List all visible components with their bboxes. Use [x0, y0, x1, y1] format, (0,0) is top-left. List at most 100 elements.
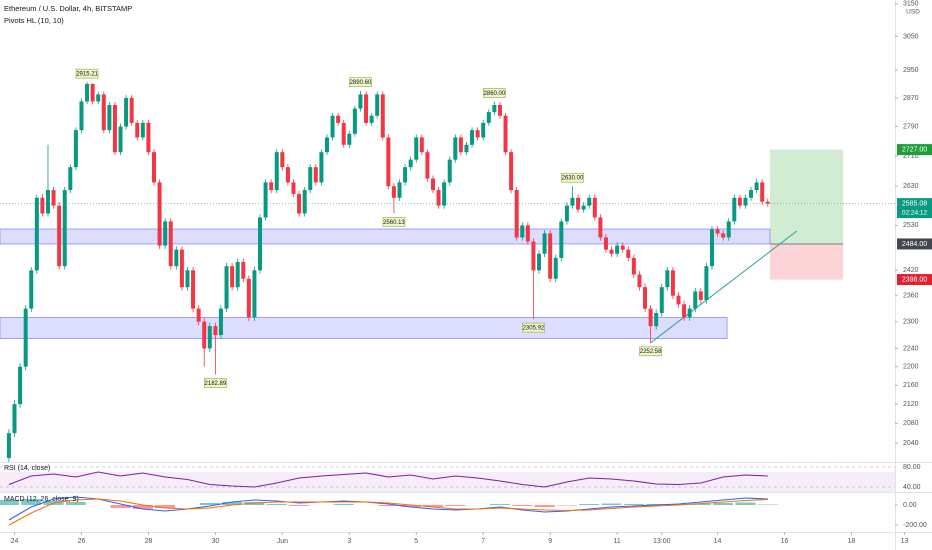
last-price-tag [897, 198, 932, 219]
candle-body [352, 108, 357, 134]
macd-hist-bar [222, 502, 243, 505]
rsi-band [0, 472, 895, 492]
candle-body [687, 308, 692, 318]
candle-body [537, 253, 542, 271]
candle-body [531, 241, 536, 271]
macd-hist-bar [735, 502, 756, 505]
candle-body [386, 137, 391, 187]
candle-body [18, 366, 23, 405]
y-tick-label: 2710 [903, 153, 919, 160]
candle-body [726, 221, 731, 238]
candle-body [241, 262, 246, 279]
macd-hist-bar [556, 505, 577, 506]
x-tick-label: 3 [347, 538, 351, 545]
y-tick-label: 2160 [903, 382, 919, 389]
candle-body [525, 225, 530, 242]
chart-title: Ethereum / U.S. Dollar, 4h, BITSTAMP [4, 4, 132, 13]
currency-label: USD [906, 9, 920, 16]
candle-body [168, 221, 173, 267]
candle-body [475, 130, 480, 138]
candle-body [659, 287, 664, 313]
macd-hist-bar [378, 505, 399, 506]
candle-body [213, 326, 218, 336]
entry-tag [897, 238, 932, 250]
x-tick-label: 30 [211, 538, 219, 545]
candle-body [29, 270, 34, 309]
candle-body [419, 137, 424, 153]
candle-body [503, 115, 508, 153]
candle-body [391, 186, 396, 198]
x-tick-label: Jun [277, 538, 288, 545]
candle-body [509, 152, 514, 191]
pivot-label: 2915.21 [76, 72, 98, 78]
candle-body [79, 101, 84, 131]
candle-body [592, 197, 597, 218]
candle-body [648, 308, 653, 327]
y-tick-label: 2080 [903, 420, 919, 427]
macd-hist-bar [400, 505, 421, 507]
candle-body [224, 266, 229, 309]
pivot-label: 2560.13 [383, 220, 405, 226]
pivot-label: 2630.00 [562, 176, 584, 182]
candle-body [615, 245, 620, 254]
x-tick-label: 5 [414, 538, 418, 545]
candle-body [581, 205, 586, 210]
candle-body [637, 274, 642, 288]
macd-hist-bar [534, 505, 555, 507]
candle-body [481, 122, 486, 138]
candle-body [12, 404, 17, 434]
candle-body [291, 182, 296, 194]
candle-body [297, 193, 302, 214]
candle-body [397, 182, 402, 198]
x-tick-label: 13 [901, 538, 909, 545]
candle-body [380, 94, 385, 138]
candle-body [124, 97, 129, 127]
candle-body [709, 229, 714, 267]
candle-body [704, 266, 709, 300]
candle-body [436, 190, 441, 206]
x-tick-label: 26 [78, 538, 86, 545]
stop-tag-label: 2398.00 [902, 276, 927, 283]
x-tick-label: 13:00 [653, 538, 671, 545]
candle-body [693, 291, 698, 309]
candle-body [252, 270, 257, 318]
candle-body [514, 190, 519, 238]
candle-body [45, 190, 50, 214]
candle-body [369, 115, 374, 123]
candle-body [258, 217, 263, 271]
macd-hist-bar [690, 503, 711, 505]
candle-body [263, 182, 268, 218]
trendline [650, 230, 798, 344]
candle-body [470, 130, 475, 145]
candle-body [185, 270, 190, 288]
candle-body [553, 257, 558, 279]
y-tick-label: 2950 [903, 67, 919, 74]
candle-body [682, 304, 687, 318]
y-tick-label: 2300 [903, 319, 919, 326]
candle-body [269, 182, 274, 191]
candle-body [447, 159, 452, 183]
candle-body [603, 237, 608, 250]
candle-body [654, 312, 659, 327]
candle-body [202, 321, 207, 349]
candle-body [631, 257, 636, 275]
candle-body [570, 197, 575, 206]
y-tick-label: 2120 [903, 401, 919, 408]
x-tick-label: 11 [613, 538, 620, 545]
macd-hist-bar [713, 503, 734, 505]
pivot-label-box [349, 77, 372, 88]
support-zone [0, 228, 771, 245]
pivot-label-box [382, 217, 406, 227]
candle-body [207, 326, 212, 349]
candle-body [721, 233, 726, 238]
pivot-label-box [75, 68, 99, 79]
y-tick-label: 2040 [903, 440, 919, 447]
candle-body [90, 83, 95, 102]
stop-zone [770, 243, 844, 280]
countdown-label: 02:24:12 [902, 209, 928, 216]
candle-body [107, 105, 112, 131]
candle-body [85, 83, 90, 102]
macd-hist-bar [757, 504, 778, 505]
candle-body [101, 94, 106, 131]
